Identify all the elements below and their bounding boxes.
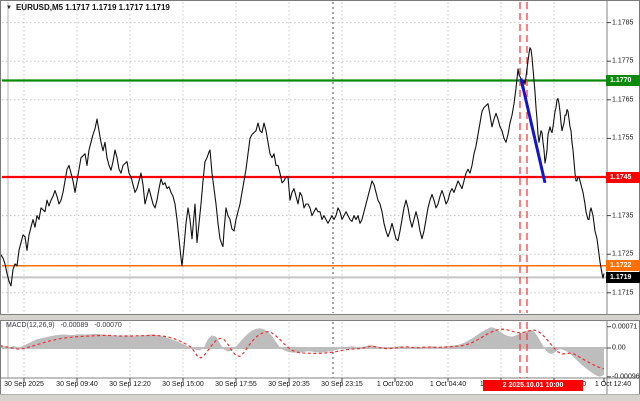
symbol-ohlc-header: ▼ EURUSD,M5 1.1717 1.1719 1.1717 1.1719: [6, 3, 170, 12]
price-axis-label: 1.1715: [612, 289, 634, 297]
panel-splitter[interactable]: [0, 314, 640, 321]
price-axis-label: 1.1785: [612, 19, 634, 27]
time-axis-label: 30 Sep 23:15: [321, 381, 363, 388]
symbol-ohlc-text: EURUSD,M5 1.1717 1.1719 1.1717 1.1719: [15, 3, 170, 12]
macd-indicator-header: MACD(12,26,9) -0.00089 -0.00070: [6, 322, 126, 329]
price-level-badge: 1.1745: [606, 171, 640, 183]
time-axis-label: 30 Sep 17:55: [215, 381, 257, 388]
time-axis-label: 1 Oct 12:40: [594, 381, 632, 388]
trend-line: [519, 78, 547, 184]
macd-axis-label: 0.00071: [612, 323, 638, 331]
price-axis-label: 1.1725: [612, 250, 634, 258]
time-axis-label: 1 Oct 04:40: [429, 381, 467, 388]
time-axis-label: 30 Sep 15:00: [162, 381, 204, 388]
window-bottom-strip: [0, 394, 640, 401]
price-level-badge: 1.1770: [606, 75, 640, 86]
time-axis-label: 30 Sep 12:20: [109, 381, 151, 388]
time-axis-label: 1 Oct 02:00: [376, 381, 414, 388]
crosshair-time-badge: 2 2025.10.01 10:00: [483, 380, 583, 391]
macd-main-area: [0, 327, 604, 377]
price-axis-label: 1.1735: [612, 212, 634, 220]
price-level-badge: 1.1719: [606, 271, 640, 283]
macd-signal-value: -0.00070: [94, 322, 122, 329]
macd-axis-label: 0.00: [612, 344, 626, 352]
price-axis-label: 1.1775: [612, 57, 634, 65]
price-level-badge: 1.1722: [606, 260, 640, 272]
macd-main-value: -0.00089: [60, 322, 89, 329]
time-axis-label: 30 Sep 09:40: [56, 381, 98, 388]
time-axis-label: 30 Sep 2025: [4, 381, 44, 388]
ohlc-marker-icon: ▼: [6, 4, 12, 11]
price-axis-label: 1.1755: [612, 134, 634, 142]
price-line: [0, 47, 605, 287]
macd-signal-line: [0, 328, 605, 370]
price-axis-label: 1.1765: [612, 96, 634, 104]
macd-label: MACD(12,26,9): [6, 322, 55, 329]
macd-axis-label: -0.00096: [612, 373, 640, 381]
time-axis-label: 30 Sep 20:35: [268, 381, 310, 388]
